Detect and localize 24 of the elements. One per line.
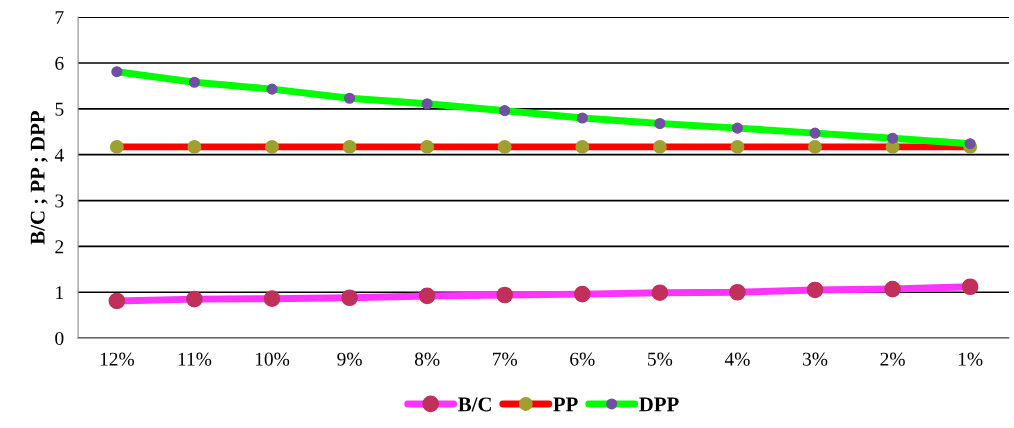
- y-tick-label: 6: [55, 56, 64, 70]
- x-tick-label: 10%: [255, 352, 290, 366]
- x-tick-label: 3%: [802, 352, 828, 366]
- x-tick-label: 4%: [724, 352, 750, 366]
- x-tick-label: 9%: [337, 352, 362, 366]
- x-tick-label: 7%: [493, 352, 518, 366]
- legend-label: PP: [553, 397, 578, 412]
- y-tick-label: 3: [55, 194, 64, 208]
- y-axis-title: B/C ; PP ; DPP: [30, 111, 48, 245]
- x-tick-label: 5%: [648, 352, 673, 366]
- y-tick-label: 1: [56, 286, 64, 300]
- y-tick-label: 7: [55, 11, 64, 24]
- legend-label: DPP: [639, 397, 679, 412]
- y-tick-label: 4: [54, 148, 64, 162]
- x-tick-label: 11%: [178, 352, 212, 366]
- x-tick-label: 2%: [880, 352, 905, 366]
- y-tick-label: 5: [55, 102, 64, 116]
- y-tick-label: 2: [55, 240, 64, 254]
- x-tick-label: 1%: [958, 352, 983, 366]
- legend-label: B/C: [458, 397, 491, 412]
- y-tick-label: 0: [55, 331, 64, 346]
- x-tick-label: 8%: [414, 352, 440, 366]
- x-tick-label: 6%: [570, 352, 595, 366]
- x-tick-label: 12%: [100, 352, 135, 366]
